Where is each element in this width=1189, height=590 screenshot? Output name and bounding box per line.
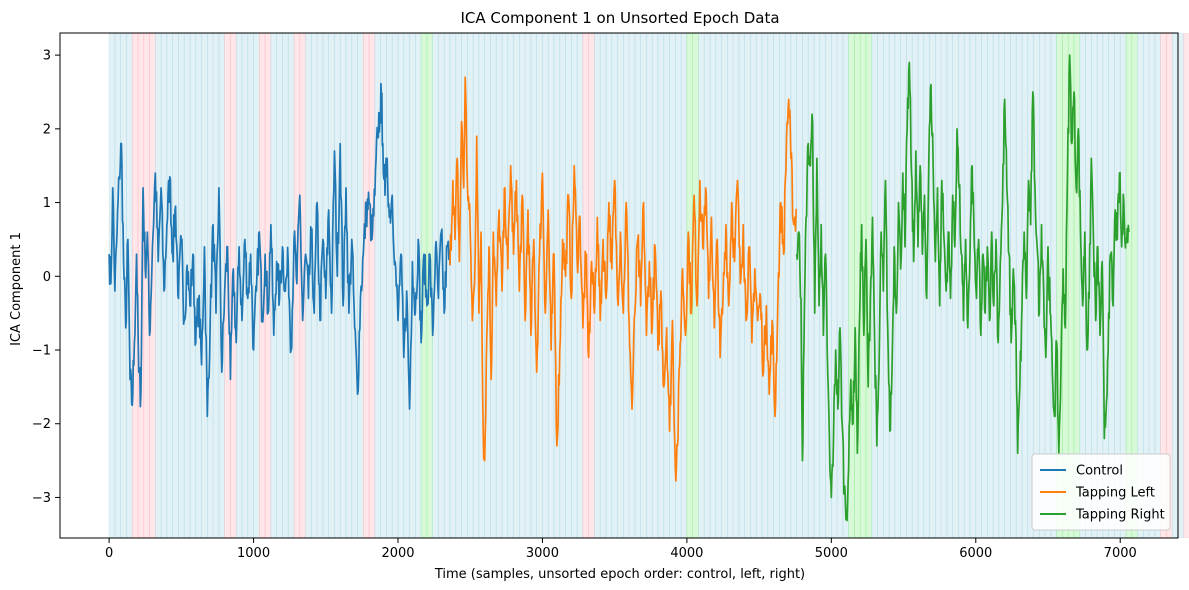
y-tick-label: 1 <box>43 196 51 211</box>
epoch-band <box>1177 33 1185 538</box>
epoch-band <box>363 33 370 538</box>
x-axis-ticks: 0 1000 2000 3000 4000 5000 6000 7000 <box>105 538 1137 561</box>
epoch-band <box>721 33 728 538</box>
epoch-band <box>657 33 665 538</box>
x-tick-label: 2000 <box>381 546 414 561</box>
epoch-band <box>628 33 636 538</box>
series-line-tapping-left <box>449 76 798 482</box>
epoch-band <box>368 33 376 538</box>
epoch-band <box>871 33 878 538</box>
epoch-band <box>455 33 462 538</box>
epoch-band <box>738 33 745 538</box>
epoch-band <box>779 33 786 538</box>
x-tick-label: 0 <box>105 546 113 561</box>
epoch-band <box>403 33 410 538</box>
epoch-band <box>732 33 740 538</box>
x-tick-label: 3000 <box>526 546 559 561</box>
y-tick-label: 3 <box>43 49 51 64</box>
epoch-band <box>952 33 959 538</box>
epoch-band <box>917 33 925 538</box>
legend-label: Control <box>1076 464 1123 479</box>
epoch-band <box>854 33 861 538</box>
epoch-band <box>582 33 589 538</box>
x-tick-label: 7000 <box>1104 546 1137 561</box>
epoch-band <box>155 33 162 538</box>
epoch-band <box>426 33 433 538</box>
legend: Control Tapping Left Tapping Right <box>1031 453 1171 531</box>
epoch-band <box>149 33 156 538</box>
epoch-band <box>293 33 301 538</box>
x-tick-label: 4000 <box>670 546 703 561</box>
series-lines <box>108 54 1130 522</box>
y-axis-ticks: −3 −2 −1 0 1 2 3 <box>32 49 60 506</box>
legend-box <box>1031 453 1171 531</box>
epoch-band <box>449 33 457 538</box>
epoch-band <box>137 33 145 538</box>
chart-title: ICA Component 1 on Unsorted Epoch Data <box>460 9 779 27</box>
x-tick-label: 1000 <box>237 546 270 561</box>
series-line-control <box>108 82 451 418</box>
epoch-band <box>900 33 907 538</box>
y-axis-label: ICA Component 1 <box>9 232 24 346</box>
x-tick-label: 5000 <box>815 546 848 561</box>
epoch-band <box>755 33 763 538</box>
epoch-band <box>1171 33 1179 538</box>
plot-frame <box>59 32 1179 539</box>
epoch-band <box>536 33 543 538</box>
epoch-band <box>386 33 393 538</box>
x-tick-label: 6000 <box>959 546 992 561</box>
epoch-band <box>507 33 514 538</box>
epoch-band <box>698 33 705 538</box>
epoch-band <box>767 33 774 538</box>
y-tick-label: −3 <box>32 491 51 506</box>
legend-label: Tapping Left <box>1075 486 1155 501</box>
epoch-band <box>790 33 797 538</box>
epoch-band <box>1015 33 1023 538</box>
epoch-band <box>807 33 815 538</box>
epoch-band <box>1183 33 1189 538</box>
x-axis-label: Time (samples, unsorted epoch order: con… <box>434 567 805 582</box>
epoch-band <box>761 33 769 538</box>
y-tick-label: 2 <box>43 122 51 137</box>
y-tick-label: −2 <box>32 417 51 432</box>
epoch-band <box>166 33 173 538</box>
legend-label: Tapping Right <box>1075 508 1165 523</box>
epoch-band <box>559 33 566 538</box>
epoch-band <box>836 33 844 538</box>
epoch-band <box>663 33 670 538</box>
y-tick-label: 0 <box>43 270 51 285</box>
epoch-band <box>969 33 977 538</box>
y-tick-label: −1 <box>32 344 51 359</box>
epoch-band <box>334 33 341 538</box>
epoch-band <box>911 33 919 538</box>
series-line-tapping-right <box>795 54 1130 522</box>
epoch-band <box>195 33 202 538</box>
